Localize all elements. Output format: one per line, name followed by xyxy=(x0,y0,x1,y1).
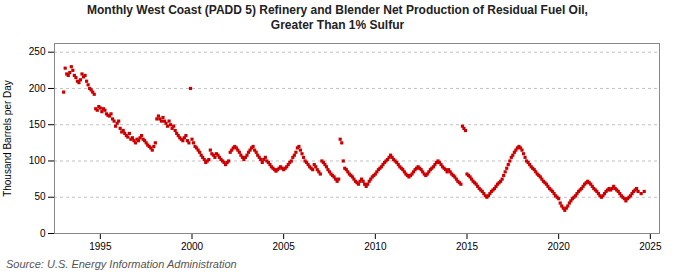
svg-text:150: 150 xyxy=(29,119,46,130)
svg-text:Thousand Barrels per Day: Thousand Barrels per Day xyxy=(2,80,13,197)
svg-text:200: 200 xyxy=(29,83,46,94)
html-text:Monthly West Coast (PADD 5) Re: Monthly West Coast (PADD 5) Refinery and… xyxy=(87,3,588,32)
svg-text:2000: 2000 xyxy=(181,241,204,252)
svg-text:0: 0 xyxy=(40,228,46,239)
svg-text:1995: 1995 xyxy=(89,241,112,252)
svg-text:2005: 2005 xyxy=(273,241,296,252)
svg-text:50: 50 xyxy=(34,191,46,202)
svg-text:250: 250 xyxy=(29,46,46,57)
svg-text:2020: 2020 xyxy=(548,241,571,252)
svg-text:100: 100 xyxy=(29,155,46,166)
html-text:Source: U.S. Energy Informatio: Source: U.S. Energy Information Administ… xyxy=(6,258,237,270)
svg-text:2015: 2015 xyxy=(456,241,479,252)
svg-text:2010: 2010 xyxy=(364,241,387,252)
svg-text:2025: 2025 xyxy=(639,241,662,252)
